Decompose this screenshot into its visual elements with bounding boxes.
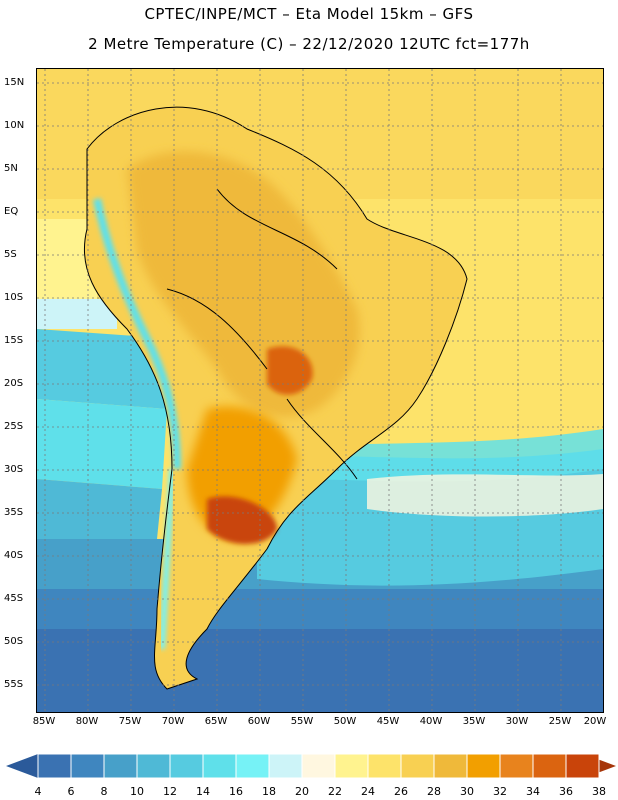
colorbar-label: 10 xyxy=(130,785,144,798)
colorbar-label: 28 xyxy=(427,785,441,798)
colorbar-label: 32 xyxy=(493,785,507,798)
map-title-line2: 2 Metre Temperature (C) – 22/12/2020 12U… xyxy=(88,35,530,53)
lat-label-eq: EQ xyxy=(4,206,19,217)
lon-label-30w: 30W xyxy=(505,716,529,727)
lon-label-60w: 60W xyxy=(247,716,271,727)
colorbar-label: 38 xyxy=(592,785,606,798)
colorbar-cell xyxy=(202,753,237,779)
colorbar-label: 26 xyxy=(394,785,408,798)
lat-label-55s: 55S xyxy=(4,679,24,690)
colorbar-cell xyxy=(235,753,270,779)
colorbar-cell xyxy=(268,753,303,779)
colorbar-cell xyxy=(136,753,171,779)
colorbar-label: 30 xyxy=(460,785,474,798)
colorbar-left-arrow xyxy=(6,754,38,778)
coastline-borders xyxy=(83,106,468,690)
colorbar-label: 22 xyxy=(328,785,342,798)
lon-label-55w: 55W xyxy=(290,716,314,727)
colorbar-label: 36 xyxy=(559,785,573,798)
lat-label-35s: 35S xyxy=(4,507,24,518)
lat-label-25s: 25S xyxy=(4,421,24,432)
lon-label-65w: 65W xyxy=(204,716,228,727)
lon-label-70w: 70W xyxy=(161,716,185,727)
colorbar-cell xyxy=(70,753,105,779)
lat-label-15n: 15N xyxy=(4,77,25,88)
lon-label-45w: 45W xyxy=(376,716,400,727)
colorbar-cell xyxy=(103,753,138,779)
lat-label-5s: 5S xyxy=(4,249,17,260)
colorbar-label: 14 xyxy=(196,785,210,798)
colorbar-label: 8 xyxy=(100,785,108,798)
colorbar-cell xyxy=(169,753,204,779)
graticule xyxy=(37,69,603,712)
lat-label-5n: 5N xyxy=(4,163,18,174)
map-title-line1: CPTEC/INPE/MCT – Eta Model 15km – GFS xyxy=(144,5,474,23)
colorbar-cells xyxy=(37,753,600,779)
colorbar-cell xyxy=(466,753,501,779)
colorbar-label: 20 xyxy=(295,785,309,798)
lon-label-75w: 75W xyxy=(118,716,142,727)
colorbar-cell xyxy=(433,753,468,779)
colorbar-label: 16 xyxy=(229,785,243,798)
colorbar-cell xyxy=(367,753,402,779)
lon-label-25w: 25W xyxy=(548,716,572,727)
colorbar-label: 18 xyxy=(262,785,276,798)
colorbar-cell xyxy=(499,753,534,779)
lat-label-45s: 45S xyxy=(4,593,24,604)
lon-label-85w: 85W xyxy=(32,716,56,727)
colorbar-label: 24 xyxy=(361,785,375,798)
land-temperature-field xyxy=(84,107,468,689)
lon-label-40w: 40W xyxy=(419,716,443,727)
lat-label-15s: 15S xyxy=(4,335,24,346)
colorbar-cell xyxy=(565,753,600,779)
lon-label-35w: 35W xyxy=(462,716,486,727)
lon-label-20w: 20W xyxy=(583,716,607,727)
colorbar-label: 34 xyxy=(526,785,540,798)
lat-label-40s: 40S xyxy=(4,550,24,561)
colorbar-cell xyxy=(334,753,369,779)
lon-label-50w: 50W xyxy=(333,716,357,727)
lon-label-80w: 80W xyxy=(75,716,99,727)
colorbar-label: 12 xyxy=(163,785,177,798)
colorbar-cell xyxy=(301,753,336,779)
lat-label-50s: 50S xyxy=(4,636,24,647)
colorbar-cell xyxy=(400,753,435,779)
lat-label-30s: 30S xyxy=(4,464,24,475)
colorbar-cell xyxy=(37,753,72,779)
temperature-map xyxy=(36,68,604,713)
colorbar-cell xyxy=(532,753,567,779)
colorbar-label: 4 xyxy=(34,785,42,798)
colorbar xyxy=(0,750,618,800)
lat-label-10s: 10S xyxy=(4,292,24,303)
lat-label-10n: 10N xyxy=(4,120,25,131)
colorbar-label: 6 xyxy=(67,785,75,798)
lat-label-20s: 20S xyxy=(4,378,24,389)
